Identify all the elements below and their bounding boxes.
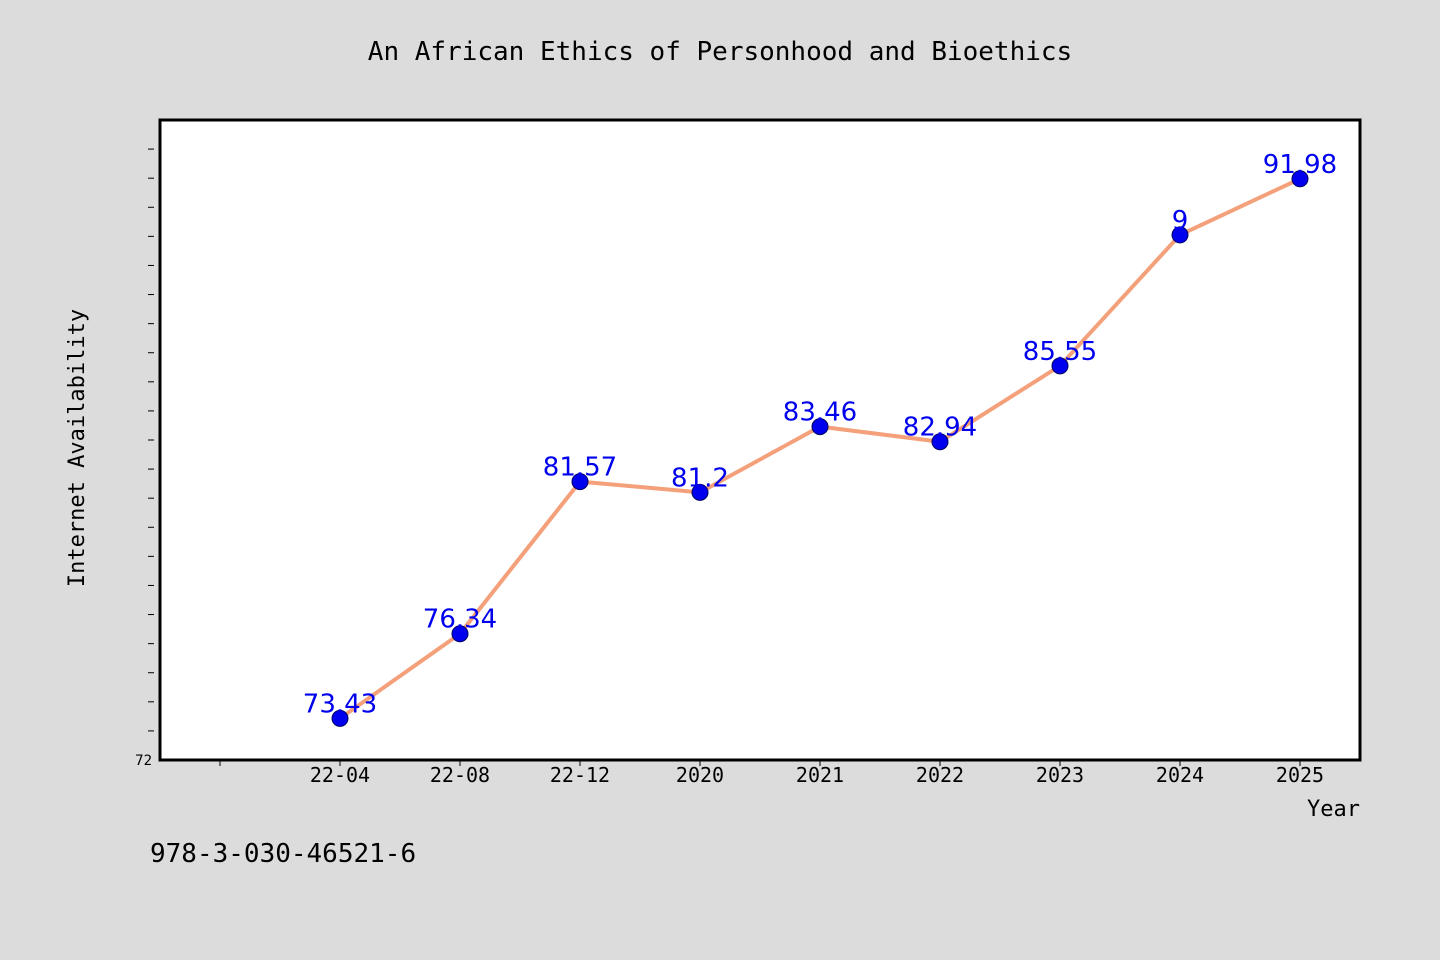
- x-tick-label: 2023: [1036, 763, 1084, 787]
- data-label: 73.43: [303, 689, 377, 719]
- plot-area: [158, 118, 1362, 762]
- data-point: [1291, 170, 1309, 188]
- y-tick-label: 72: [135, 753, 152, 769]
- data-markers: [331, 170, 1309, 727]
- data-point: [1171, 226, 1189, 244]
- data-label: 83.46: [783, 398, 857, 428]
- x-tick-label: 2021: [796, 763, 844, 787]
- y-axis-ticks: 72: [135, 148, 154, 769]
- x-axis-ticks: 22-04 22-08 22-12 2020 2021 2022 2023 2024 2025: [219, 760, 1324, 787]
- x-axis-label: Year: [1307, 797, 1360, 822]
- x-tick-label: 2024: [1156, 763, 1204, 787]
- data-point: [691, 483, 709, 501]
- x-tick-label: 2025: [1276, 763, 1324, 787]
- x-tick-label: 22-04: [310, 763, 370, 787]
- data-point: [811, 418, 829, 436]
- y-axis-label: Internet Availability: [65, 309, 90, 587]
- data-label: 85.55: [1023, 337, 1097, 367]
- data-label: 81.57: [543, 453, 617, 483]
- x-tick-label: 22-12: [550, 763, 610, 787]
- data-label: 76.34: [423, 605, 497, 635]
- data-point: [571, 473, 589, 491]
- data-label: 91.98: [1263, 150, 1337, 180]
- x-tick-label: 22-08: [430, 763, 490, 787]
- data-point: [1051, 357, 1069, 375]
- data-point: [331, 709, 349, 727]
- x-tick-label: 2022: [916, 763, 964, 787]
- x-tick-label: 2020: [676, 763, 724, 787]
- data-point: [451, 625, 469, 643]
- data-label: 9: [1172, 206, 1189, 236]
- data-label: 82.94: [903, 413, 977, 443]
- isbn-text: 978-3-030-46521-6: [150, 839, 416, 869]
- data-point: [931, 433, 949, 451]
- chart-title: An African Ethics of Personhood and Bioe…: [368, 37, 1072, 67]
- data-labels: 73.43 76.34 81.57 81.2 83.46 82.94 85.55 9 91.98: [303, 150, 1337, 720]
- data-label: 81.2: [671, 463, 729, 493]
